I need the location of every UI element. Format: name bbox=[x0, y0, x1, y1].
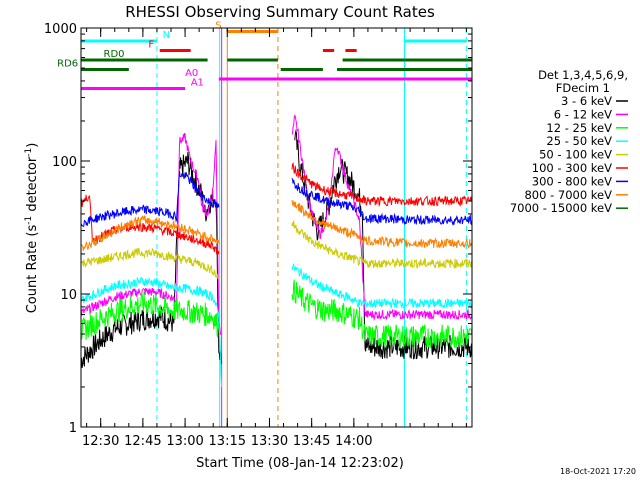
axes-frame bbox=[80, 27, 473, 428]
flag-label: RD6 bbox=[57, 59, 78, 70]
y-tick-label: 100 bbox=[52, 155, 77, 170]
flag-label: N bbox=[163, 30, 170, 41]
legend-label: 300 - 800 keV bbox=[532, 174, 612, 188]
legend-label: 800 - 7000 keV bbox=[524, 188, 612, 202]
x-tick-label: 12:45 bbox=[124, 434, 161, 449]
series-line bbox=[291, 177, 473, 227]
flag-label: F bbox=[148, 40, 154, 51]
legend-label: 7000 - 15000 keV bbox=[510, 201, 612, 215]
series-line bbox=[291, 199, 473, 249]
series-line bbox=[291, 161, 472, 208]
series-line bbox=[291, 114, 473, 322]
x-tick-label: 13:15 bbox=[209, 434, 246, 449]
x-axis-label: Start Time (08-Jan-14 12:23:02) bbox=[196, 456, 404, 471]
x-tick-label: 13:30 bbox=[251, 434, 288, 449]
flag-label: S bbox=[215, 21, 221, 32]
series-line bbox=[291, 220, 473, 270]
x-tick-label: 12:30 bbox=[82, 434, 119, 449]
y-axis-label: Count Rate (s-1 detector-1) bbox=[24, 143, 40, 314]
series-line bbox=[291, 263, 473, 310]
series-line bbox=[291, 279, 473, 349]
series-line bbox=[80, 276, 223, 388]
legend-label: 3 - 6 keV bbox=[561, 94, 612, 108]
legend-label: 6 - 12 keV bbox=[554, 107, 612, 121]
y-axis: 1 10 100 1000 bbox=[44, 22, 472, 436]
flag-label: A1 bbox=[191, 78, 204, 89]
legend-label: 25 - 50 keV bbox=[546, 134, 612, 148]
y-tick-label: 10 bbox=[60, 288, 77, 303]
series-line bbox=[80, 171, 220, 227]
legend-title-line-1: Det 1,3,4,5,6,9, bbox=[538, 68, 628, 82]
y-tick-label: 1 bbox=[69, 421, 77, 436]
x-tick-label: 13:45 bbox=[293, 434, 330, 449]
legend-title-line-2: FDecim 1 bbox=[556, 81, 610, 95]
series-line bbox=[80, 215, 220, 251]
y-tick-label: 1000 bbox=[44, 22, 77, 37]
x-axis: 12:30 12:45 13:00 13:15 13:30 13:45 14:00 bbox=[82, 28, 467, 449]
x-tick-label: 13:00 bbox=[166, 434, 203, 449]
series-line bbox=[80, 247, 219, 280]
legend-label: 100 - 300 keV bbox=[532, 161, 612, 175]
series-line bbox=[80, 291, 220, 340]
flag-label: A0 bbox=[185, 68, 198, 79]
x-tick-label: 14:00 bbox=[335, 434, 372, 449]
chart-title: RHESSI Observing Summary Count Rates bbox=[125, 3, 435, 21]
series-line bbox=[80, 132, 222, 335]
legend-label: 12 - 25 keV bbox=[546, 121, 612, 135]
flag-label: RD0 bbox=[104, 49, 125, 60]
legend-label: 50 - 100 keV bbox=[539, 148, 612, 162]
footer-timestamp: 18-Oct-2021 17:20 bbox=[560, 467, 636, 476]
